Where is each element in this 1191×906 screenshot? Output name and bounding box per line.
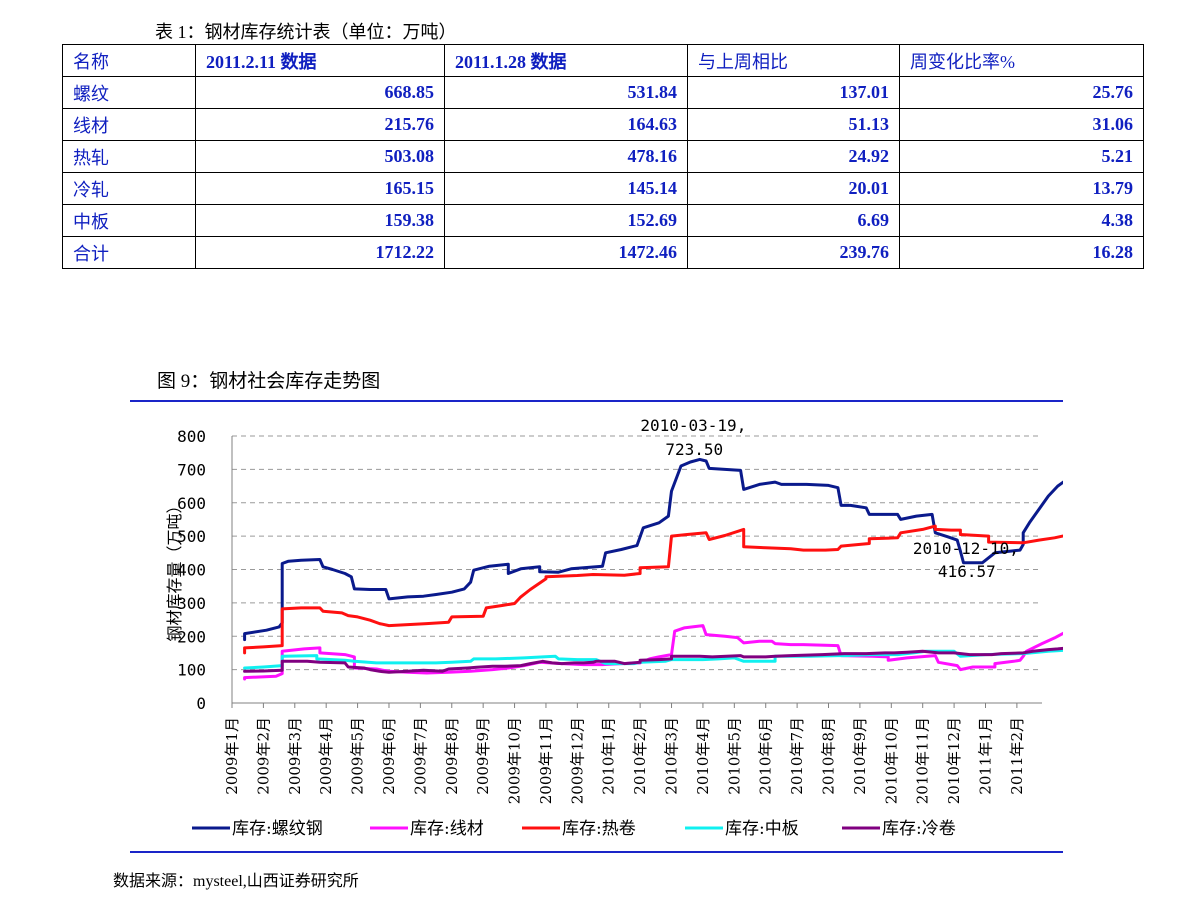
table-cell: 152.69 xyxy=(444,204,688,237)
annotation-label: 416.57 xyxy=(938,562,996,581)
x-tick-label: 2009年1月 xyxy=(223,717,241,795)
table-cell: 31.06 xyxy=(899,108,1144,141)
x-tick-label: 2010年9月 xyxy=(851,717,869,795)
header-cell: 与上周相比 xyxy=(687,44,900,77)
table-cell: 冷轧 xyxy=(62,172,196,205)
y-tick-label: 500 xyxy=(177,527,206,546)
inventory-table: 名称 2011.2.11 数据 2011.1.28 数据 与上周相比 周变化比率… xyxy=(62,44,1144,269)
y-tick-label: 100 xyxy=(177,661,206,680)
table-cell: 6.69 xyxy=(687,204,900,237)
header-cell: 2011.1.28 数据 xyxy=(444,44,688,77)
x-tick-label: 2010年11月 xyxy=(914,717,932,804)
x-tick-label: 2009年6月 xyxy=(380,717,398,795)
y-tick-label: 800 xyxy=(177,427,206,446)
x-tick-label: 2010年7月 xyxy=(788,717,806,795)
x-tick-label: 2010年2月 xyxy=(631,717,649,795)
table-cell: 164.63 xyxy=(444,108,688,141)
table-cell: 668.85 xyxy=(195,76,445,109)
table-cell: 螺纹 xyxy=(62,76,196,109)
table-cell: 137.01 xyxy=(687,76,900,109)
source-note: 数据来源：mysteel,山西证券研究所 xyxy=(113,873,359,890)
legend-label: 库存:螺纹钢 xyxy=(232,819,323,839)
table-cell: 159.38 xyxy=(195,204,445,237)
table-row: 冷轧 165.15 145.14 20.01 13.79 xyxy=(62,172,1144,205)
x-tick-label: 2010年4月 xyxy=(694,717,712,795)
legend-label: 库存:冷卷 xyxy=(882,819,956,839)
y-tick-label: 0 xyxy=(196,694,206,713)
x-tick-label: 2009年11月 xyxy=(537,717,555,804)
table-header-row: 名称 2011.2.11 数据 2011.1.28 数据 与上周相比 周变化比率… xyxy=(62,44,1144,77)
x-tick-label: 2010年12月 xyxy=(945,717,963,804)
table-cell: 20.01 xyxy=(687,172,900,205)
y-tick-label: 600 xyxy=(177,494,206,513)
table-cell: 24.92 xyxy=(687,140,900,173)
table-cell: 4.38 xyxy=(899,204,1144,237)
table-cell: 145.14 xyxy=(444,172,688,205)
x-tick-label: 2010年10月 xyxy=(882,717,900,804)
header-cell: 2011.2.11 数据 xyxy=(195,44,445,77)
table-cell: 13.79 xyxy=(899,172,1144,205)
series-line xyxy=(243,646,1063,674)
x-tick-label: 2009年8月 xyxy=(443,717,461,795)
table-row: 合计 1712.22 1472.46 239.76 16.28 xyxy=(62,236,1144,269)
table-cell: 239.76 xyxy=(687,236,900,269)
table-cell: 215.76 xyxy=(195,108,445,141)
table-cell: 51.13 xyxy=(687,108,900,141)
table-cell: 16.28 xyxy=(899,236,1144,269)
y-tick-label: 200 xyxy=(177,627,206,646)
x-tick-label: 2009年4月 xyxy=(317,717,335,795)
legend-label: 库存:中板 xyxy=(725,819,799,839)
table-cell: 503.08 xyxy=(195,140,445,173)
x-tick-label: 2009年2月 xyxy=(254,717,272,795)
table-row: 热轧 503.08 478.16 24.92 5.21 xyxy=(62,140,1144,173)
table-cell: 合计 xyxy=(62,236,196,269)
x-tick-label: 2009年5月 xyxy=(349,717,367,795)
annotation-label: 2010-03-19, xyxy=(640,416,746,435)
annotation-label: 2010-12-10, xyxy=(913,539,1019,558)
table-cell: 线材 xyxy=(62,108,196,141)
series-line xyxy=(243,524,1063,655)
inventory-line-chart: 0 100 200 300 400 500 600 700 800 2009年1月 2009年2月 2… xyxy=(165,416,1063,839)
table-cell: 25.76 xyxy=(899,76,1144,109)
table-cell: 热轧 xyxy=(62,140,196,173)
x-tick-label: 2010年8月 xyxy=(820,717,838,795)
header-cell: 名称 xyxy=(62,44,196,77)
x-tick-label: 2009年10月 xyxy=(506,717,524,804)
x-tick-label: 2011年2月 xyxy=(1008,717,1026,795)
figure-bottom-rule xyxy=(130,851,1063,853)
legend-label: 库存:线材 xyxy=(410,819,484,839)
table-cell: 中板 xyxy=(62,204,196,237)
y-axis-label: 钢材库存量（万吨） xyxy=(165,497,184,641)
table-row: 中板 159.38 152.69 6.69 4.38 xyxy=(62,204,1144,237)
legend-label: 库存:热卷 xyxy=(562,819,636,839)
y-tick-label: 300 xyxy=(177,594,206,613)
figure-top-rule xyxy=(130,400,1063,402)
x-tick-label: 2010年1月 xyxy=(600,717,618,795)
y-tick-label: 700 xyxy=(177,460,206,479)
table-row: 螺纹 668.85 531.84 137.01 25.76 xyxy=(62,76,1144,109)
x-tick-label: 2010年3月 xyxy=(663,717,681,795)
x-tick-label: 2011年1月 xyxy=(976,717,994,795)
header-cell: 周变化比率% xyxy=(899,44,1144,77)
table-cell: 5.21 xyxy=(899,140,1144,173)
x-tick-label: 2009年3月 xyxy=(286,717,304,795)
x-tick-label: 2010年6月 xyxy=(757,717,775,795)
x-tick-label: 2009年7月 xyxy=(411,717,429,795)
table-cell: 1472.46 xyxy=(444,236,688,269)
x-tick-label: 2009年9月 xyxy=(474,717,492,795)
table-cell: 165.15 xyxy=(195,172,445,205)
annotation-label: 723.50 xyxy=(665,440,723,459)
x-tick-label: 2009年12月 xyxy=(568,717,586,804)
x-tick-label: 2010年5月 xyxy=(725,717,743,795)
table-row: 线材 215.76 164.63 51.13 31.06 xyxy=(62,108,1144,141)
figure-title: 图 9：钢材社会库存走势图 xyxy=(157,371,381,392)
series-line xyxy=(243,457,1063,642)
y-tick-label: 400 xyxy=(177,561,206,580)
table-cell: 478.16 xyxy=(444,140,688,173)
table-cell: 1712.22 xyxy=(195,236,445,269)
table-title: 表 1：钢材库存统计表（单位：万吨） xyxy=(155,22,457,42)
table-cell: 531.84 xyxy=(444,76,688,109)
